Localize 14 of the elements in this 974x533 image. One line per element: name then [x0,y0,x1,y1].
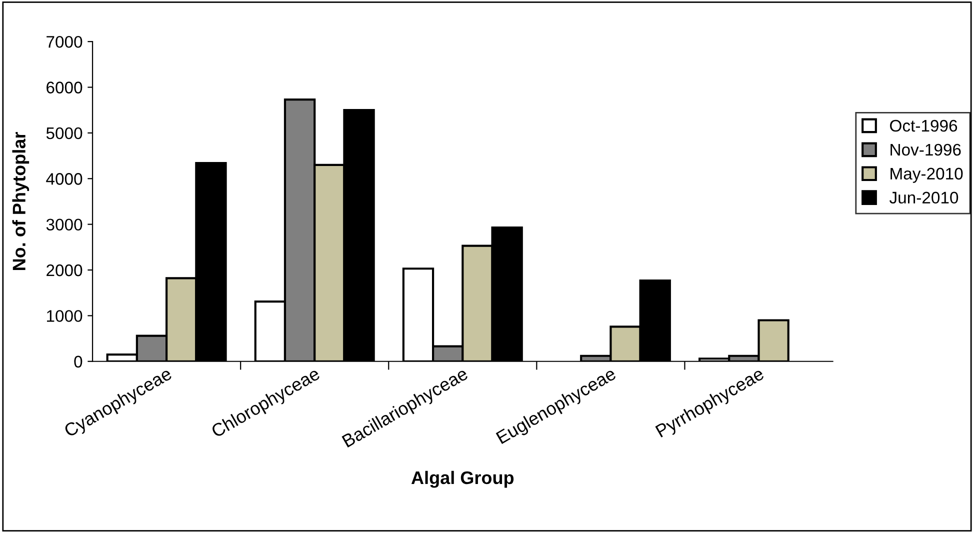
legend-label: May-2010 [890,168,963,183]
y-tick-label: 6000 [46,82,82,94]
x-axis-title: Algal Group [411,470,514,488]
y-tick-label: 4000 [46,173,82,185]
legend-label: Nov-1996 [890,144,961,156]
legend-label: Jun-2010 [890,192,958,204]
y-tick-label: 0 [74,356,82,368]
y-axis-title: No. of Phytoplar [12,132,30,270]
y-tick-label: 3000 [46,218,82,231]
y-tick-label: 5000 [46,127,82,140]
legend-label: Oct-1996 [890,120,958,132]
y-tick-label: 1000 [47,310,82,322]
y-tick-label: 2000 [46,264,82,276]
y-tick-label: 7000 [46,36,82,48]
